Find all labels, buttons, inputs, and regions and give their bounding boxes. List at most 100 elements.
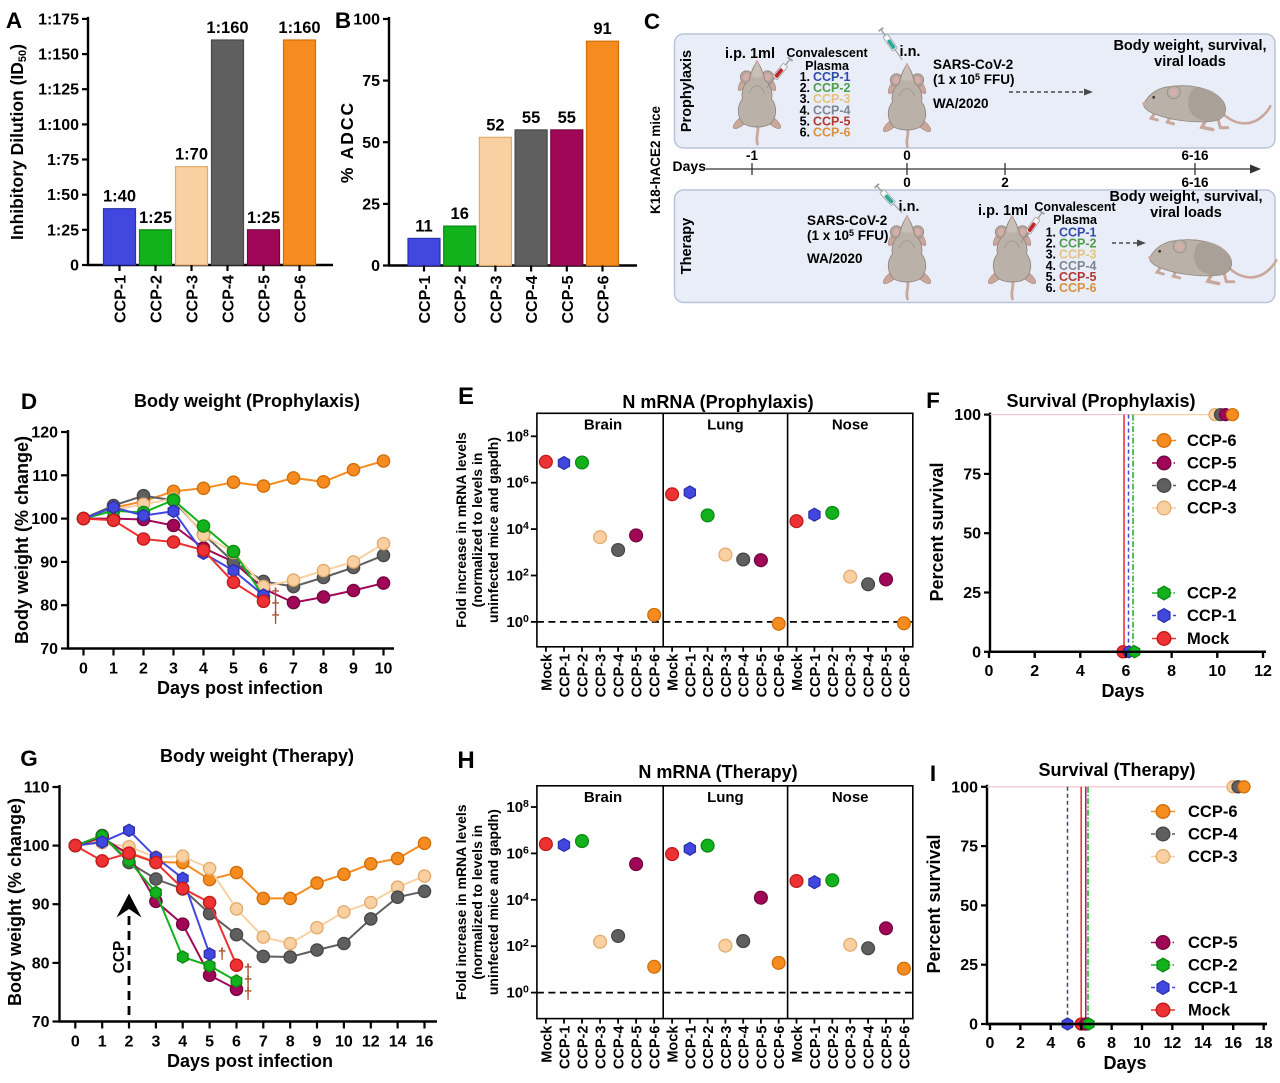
svg-text:CCP-2: CCP-2 bbox=[1059, 237, 1097, 251]
svg-text:CCP-1: CCP-1 bbox=[813, 70, 851, 84]
svg-text:Brain: Brain bbox=[584, 416, 622, 433]
svg-text:Convalescent: Convalescent bbox=[786, 46, 868, 60]
svg-text:E: E bbox=[458, 383, 474, 410]
svg-text:9: 9 bbox=[349, 661, 358, 678]
svg-text:CCP-6: CCP-6 bbox=[897, 654, 913, 698]
svg-text:75: 75 bbox=[963, 466, 981, 483]
svg-text:2.: 2. bbox=[1046, 237, 1056, 251]
svg-text:2: 2 bbox=[1016, 1035, 1025, 1052]
svg-text:CCP-3: CCP-3 bbox=[719, 1026, 735, 1070]
svg-text:1:175: 1:175 bbox=[38, 11, 79, 28]
svg-text:CCP-1: CCP-1 bbox=[113, 275, 130, 323]
svg-text:CCP-3: CCP-3 bbox=[1187, 500, 1237, 518]
svg-text:Convalescent: Convalescent bbox=[1034, 200, 1116, 214]
svg-text:16: 16 bbox=[1224, 1035, 1242, 1052]
svg-text:Survival (Therapy): Survival (Therapy) bbox=[1038, 760, 1195, 780]
svg-text:100: 100 bbox=[23, 838, 50, 855]
svg-text:1:50: 1:50 bbox=[47, 187, 79, 204]
svg-text:CCP-2: CCP-2 bbox=[453, 275, 470, 323]
svg-text:(normalized to levels in: (normalized to levels in bbox=[469, 453, 485, 608]
svg-text:SARS-CoV-2: SARS-CoV-2 bbox=[933, 57, 1013, 72]
svg-text:Nose: Nose bbox=[832, 416, 869, 433]
svg-text:2: 2 bbox=[139, 661, 148, 678]
svg-text:i.n.: i.n. bbox=[900, 44, 921, 60]
svg-text:Fold increase in mRNA levels: Fold increase in mRNA levels bbox=[453, 432, 469, 628]
svg-text:10: 10 bbox=[335, 1034, 353, 1051]
svg-text:2.: 2. bbox=[800, 81, 810, 95]
svg-text:†: † bbox=[271, 598, 280, 615]
svg-text:CCP-4: CCP-4 bbox=[1188, 826, 1238, 844]
svg-text:100: 100 bbox=[31, 511, 58, 528]
svg-text:uninfected mice and gapdh): uninfected mice and gapdh) bbox=[485, 809, 501, 995]
svg-text:C: C bbox=[644, 9, 660, 34]
svg-text:CCP-5: CCP-5 bbox=[560, 275, 577, 323]
svg-text:0: 0 bbox=[70, 258, 79, 275]
svg-text:H: H bbox=[457, 747, 474, 774]
svg-text:4.: 4. bbox=[1046, 259, 1056, 273]
svg-text:16: 16 bbox=[451, 205, 469, 223]
svg-text:CCP-3: CCP-3 bbox=[719, 654, 735, 698]
svg-text:Therapy: Therapy bbox=[679, 218, 695, 274]
svg-text:†: † bbox=[244, 962, 253, 979]
svg-text:CCP-2: CCP-2 bbox=[826, 654, 842, 698]
svg-text:CCP-5: CCP-5 bbox=[813, 114, 851, 128]
svg-text:i.n.: i.n. bbox=[899, 199, 920, 215]
svg-text:70: 70 bbox=[32, 1014, 50, 1031]
svg-text:CCP-6: CCP-6 bbox=[596, 275, 613, 323]
svg-text:10: 10 bbox=[1208, 663, 1226, 680]
svg-text:Fold increase in mRNA levels: Fold increase in mRNA levels bbox=[453, 804, 469, 1000]
svg-text:1:70: 1:70 bbox=[175, 146, 208, 164]
svg-text:0: 0 bbox=[903, 175, 911, 190]
svg-text:Lung: Lung bbox=[707, 789, 744, 806]
svg-text:†: † bbox=[271, 586, 280, 603]
svg-text:Body weight, survival,: Body weight, survival, bbox=[1109, 189, 1262, 205]
svg-text:75: 75 bbox=[960, 839, 978, 856]
svg-text:CCP-4: CCP-4 bbox=[813, 103, 851, 117]
svg-text:% ADCC: % ADCC bbox=[337, 101, 357, 183]
svg-text:CCP-1: CCP-1 bbox=[558, 1026, 574, 1070]
svg-text:CCP-4: CCP-4 bbox=[862, 1026, 878, 1070]
svg-text:N mRNA (Therapy): N mRNA (Therapy) bbox=[638, 762, 797, 782]
svg-text:6: 6 bbox=[1077, 1035, 1086, 1052]
svg-text:viral loads: viral loads bbox=[1150, 205, 1222, 221]
svg-text:CCP-4: CCP-4 bbox=[862, 654, 878, 698]
svg-text:CCP-5: CCP-5 bbox=[257, 275, 274, 323]
svg-text:†: † bbox=[244, 986, 253, 1003]
svg-text:1:25: 1:25 bbox=[139, 209, 172, 227]
svg-text:50: 50 bbox=[362, 135, 380, 152]
svg-text:CCP-1: CCP-1 bbox=[417, 275, 434, 323]
svg-text:50: 50 bbox=[960, 898, 978, 915]
svg-text:CCP-3: CCP-3 bbox=[594, 1026, 610, 1070]
svg-text:Mock: Mock bbox=[1187, 630, 1230, 648]
svg-text:0: 0 bbox=[71, 1034, 80, 1051]
svg-text:†: † bbox=[271, 610, 280, 627]
svg-text:-1: -1 bbox=[746, 148, 758, 163]
svg-text:CCP-6: CCP-6 bbox=[648, 1026, 664, 1070]
svg-text:viral loads: viral loads bbox=[1154, 54, 1226, 70]
svg-text:Mock: Mock bbox=[539, 1025, 555, 1063]
svg-text:1: 1 bbox=[109, 661, 118, 678]
svg-text:CCP-2: CCP-2 bbox=[701, 1026, 717, 1070]
svg-text:CCP-4: CCP-4 bbox=[221, 275, 238, 323]
svg-text:80: 80 bbox=[40, 598, 58, 615]
svg-text:CCP-6: CCP-6 bbox=[1059, 281, 1097, 295]
svg-text:CCP-2: CCP-2 bbox=[1188, 957, 1238, 975]
svg-text:CCP-2: CCP-2 bbox=[576, 654, 592, 698]
svg-text:CCP-6: CCP-6 bbox=[813, 126, 851, 140]
svg-text:3: 3 bbox=[151, 1034, 160, 1051]
svg-text:CCP-2: CCP-2 bbox=[813, 81, 851, 95]
svg-text:1:25: 1:25 bbox=[247, 209, 280, 227]
svg-text:6-16: 6-16 bbox=[1181, 148, 1209, 163]
svg-text:Mock: Mock bbox=[666, 653, 682, 691]
svg-text:4.: 4. bbox=[800, 103, 810, 117]
svg-text:CCP-4: CCP-4 bbox=[1187, 477, 1237, 495]
svg-text:6: 6 bbox=[232, 1034, 241, 1051]
svg-text:110: 110 bbox=[32, 468, 58, 485]
svg-text:8: 8 bbox=[1167, 663, 1176, 680]
svg-text:80: 80 bbox=[32, 955, 50, 972]
svg-text:CCP-2: CCP-2 bbox=[826, 1026, 842, 1070]
svg-text:100: 100 bbox=[954, 407, 981, 424]
svg-text:100: 100 bbox=[951, 779, 978, 796]
svg-text:Plasma: Plasma bbox=[805, 59, 850, 73]
svg-text:CCP-6: CCP-6 bbox=[293, 275, 310, 323]
